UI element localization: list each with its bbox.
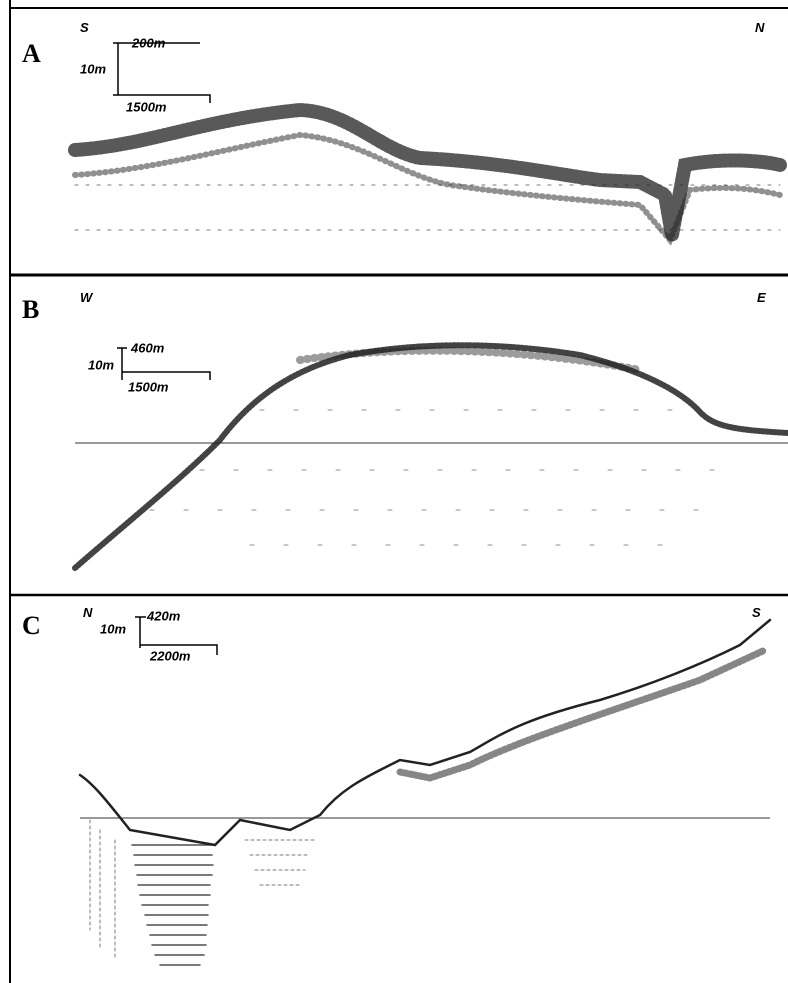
scale-bar xyxy=(117,347,211,380)
sediment-layers xyxy=(131,844,214,966)
panel-label: B xyxy=(22,295,39,324)
seismic-reflector xyxy=(68,102,787,237)
panel-label: C xyxy=(22,611,41,640)
seismic-noise xyxy=(89,819,316,961)
scale-vertical: 10m xyxy=(100,621,126,636)
scale-bottom: 1500m xyxy=(128,379,169,394)
seismic-reflector xyxy=(72,342,788,571)
scale-bar xyxy=(135,616,218,655)
scale-bottom: 2200m xyxy=(149,648,191,663)
direction-right: E xyxy=(757,290,766,305)
panel-c: C N S 420m 10m 2200m xyxy=(22,605,772,966)
direction-left: W xyxy=(80,290,94,305)
scale-vertical: 10m xyxy=(80,61,106,76)
seismic-reflector xyxy=(72,131,783,246)
direction-left: S xyxy=(80,20,89,35)
direction-right: S xyxy=(752,605,761,620)
seismic-reflector xyxy=(296,346,644,374)
panel-b: B W E 460m 10m 1500m xyxy=(22,290,788,571)
seismic-reflector xyxy=(396,646,769,782)
scale-bar xyxy=(113,42,211,103)
panel-a: A S N 200m 10m 1500m xyxy=(22,20,787,246)
direction-right: N xyxy=(755,20,765,35)
scale-top: 420m xyxy=(146,608,181,623)
scale-top: 460m xyxy=(130,340,165,355)
seismic-reflector xyxy=(78,618,772,847)
scale-bottom: 1500m xyxy=(126,99,167,114)
direction-left: N xyxy=(83,605,93,620)
panel-label: A xyxy=(22,39,41,68)
seismic-noise xyxy=(74,184,781,231)
scale-top: 200m xyxy=(131,35,166,50)
scale-vertical: 10m xyxy=(88,357,114,372)
